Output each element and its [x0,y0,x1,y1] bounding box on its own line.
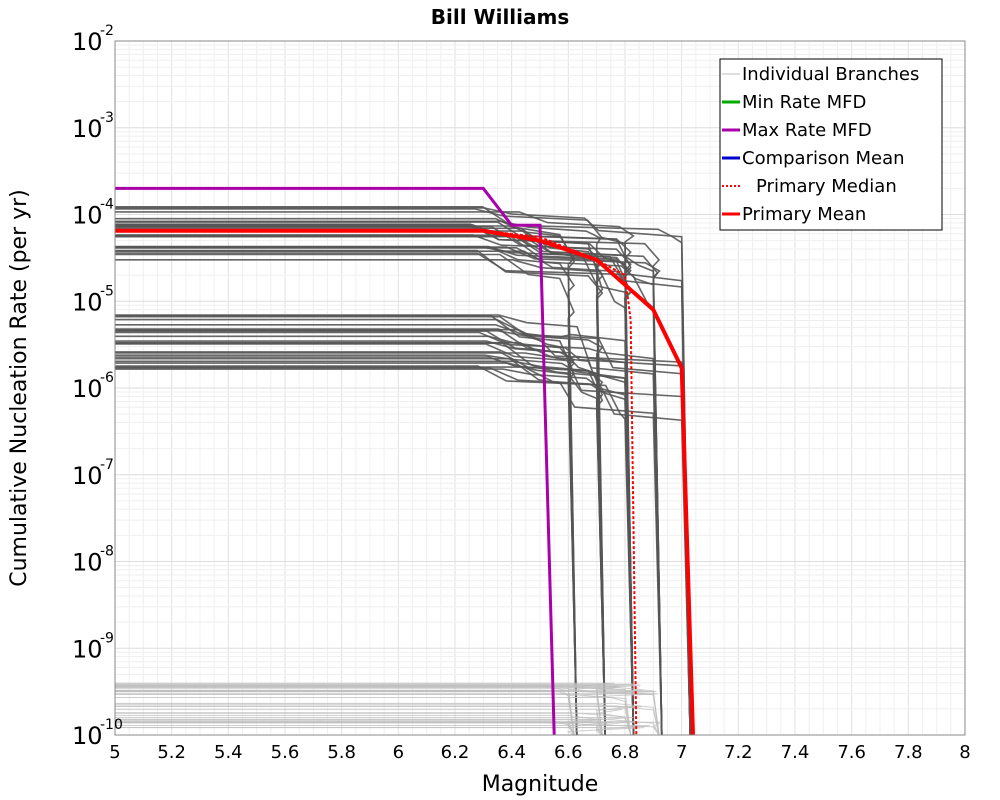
x-tick-label: 7.2 [724,742,753,763]
x-tick-label: 7.6 [837,742,866,763]
y-axis-label: Cumulative Nucleation Rate (per yr) [7,189,32,587]
legend-item: Primary Mean [722,204,866,225]
y-tick-exponent: -7 [100,457,114,473]
branch-line [115,354,635,736]
branch-line [115,247,663,736]
legend-label: Primary Median [756,176,897,197]
faint-branch-line [115,705,660,736]
y-tick-exponent: -8 [100,544,114,560]
primary-mean-line [115,228,695,736]
branch-line [115,217,578,736]
legend-item: Max Rate MFD [722,120,872,141]
branch-line [115,211,635,736]
branch-line [115,331,663,736]
individual-branches [115,206,691,736]
y-tick-base: 10 [72,635,103,663]
y-tick-exponent: -10 [100,717,123,733]
legend-items: Individual Branches Min Rate MFD Max Rate … [722,64,919,225]
legend-label: Individual Branches [742,64,919,85]
series-lines [115,186,695,736]
x-tick-label: 5 [109,742,120,763]
legend: Individual Branches Min Rate MFD Max Rate … [719,58,943,231]
y-tick-base: 10 [72,722,103,750]
branch-line [115,318,635,736]
y-tick-exponent: -5 [100,283,114,299]
chart-title: Bill Williams [431,5,570,29]
legend-label: Max Rate MFD [742,120,872,141]
y-tick-label: 10-6 [72,370,114,403]
x-tick-label: 8 [959,742,970,763]
branch-line [115,223,663,736]
x-tick-labels: 5 5.2 5.4 5.6 5.8 6 6.2 6.4 6.6 6.8 7 7.2 7.4 7.6 7.8 8 [109,742,970,763]
plot-frame [114,40,966,736]
branch-line [115,206,691,736]
y-tick-label: 10-5 [72,283,114,316]
faint-branch-line [115,694,632,736]
x-axis-label: Magnitude [482,772,599,797]
legend-label: Primary Mean [742,204,866,225]
x-tick-label: 6.2 [441,742,470,763]
y-tick-exponent: -6 [100,370,114,386]
x-tick-label: 5.6 [271,742,300,763]
y-tick-label: 10-2 [72,23,114,56]
legend-box [719,58,943,231]
x-tick-label: 7.4 [781,742,810,763]
x-tick-label: 7 [676,742,687,763]
x-tick-label: 6.6 [554,742,583,763]
y-tick-exponent: -2 [100,23,114,39]
y-tick-base: 10 [72,202,103,230]
y-tick-base: 10 [72,462,103,490]
y-tick-label: 10-7 [72,457,114,490]
y-tick-base: 10 [72,288,103,316]
faint-branch-line [115,725,650,736]
max-rate-mfd-line [115,186,556,736]
y-tick-label: 10-4 [72,197,114,230]
x-tick-label: 5.2 [157,742,186,763]
branch-line [115,330,606,736]
y-tick-base: 10 [72,549,103,577]
y-tick-base: 10 [72,375,103,403]
legend-item: Primary Median [722,176,897,197]
legend-label: Min Rate MFD [742,92,866,113]
faint-branch-line [115,690,660,736]
x-tick-label: 6.8 [611,742,640,763]
legend-item: Comparison Mean [722,148,905,169]
faint-branch-line [115,721,632,736]
branch-line [115,230,663,736]
y-tick-label: 10-10 [72,717,123,750]
x-tick-label: 5.4 [214,742,243,763]
y-tick-label: 10-3 [72,110,114,143]
branch-line [115,253,578,736]
y-tick-exponent: -4 [100,197,114,213]
faint-branch-line [115,685,618,736]
y-tick-labels: 10-210-310-410-510-610-710-810-910-10 [72,23,123,750]
branch-line [115,340,606,736]
faint-branch-line [115,714,603,736]
x-tick-label: 7.8 [894,742,923,763]
x-tick-label: 5.8 [327,742,356,763]
y-tick-base: 10 [72,28,103,56]
y-tick-base: 10 [72,115,103,143]
y-tick-exponent: -3 [100,110,114,126]
branch-line [115,208,635,736]
y-tick-exponent: -9 [100,630,114,646]
faint-branch-line [115,721,613,736]
legend-item: Individual Branches [722,64,919,85]
x-tick-label: 6.4 [497,742,526,763]
x-tick-label: 6 [393,742,404,763]
y-tick-label: 10-9 [72,630,114,663]
legend-item: Min Rate MFD [722,92,866,113]
faint-branch-line [115,712,632,736]
legend-label: Comparison Mean [742,148,905,169]
y-tick-label: 10-8 [72,544,114,577]
